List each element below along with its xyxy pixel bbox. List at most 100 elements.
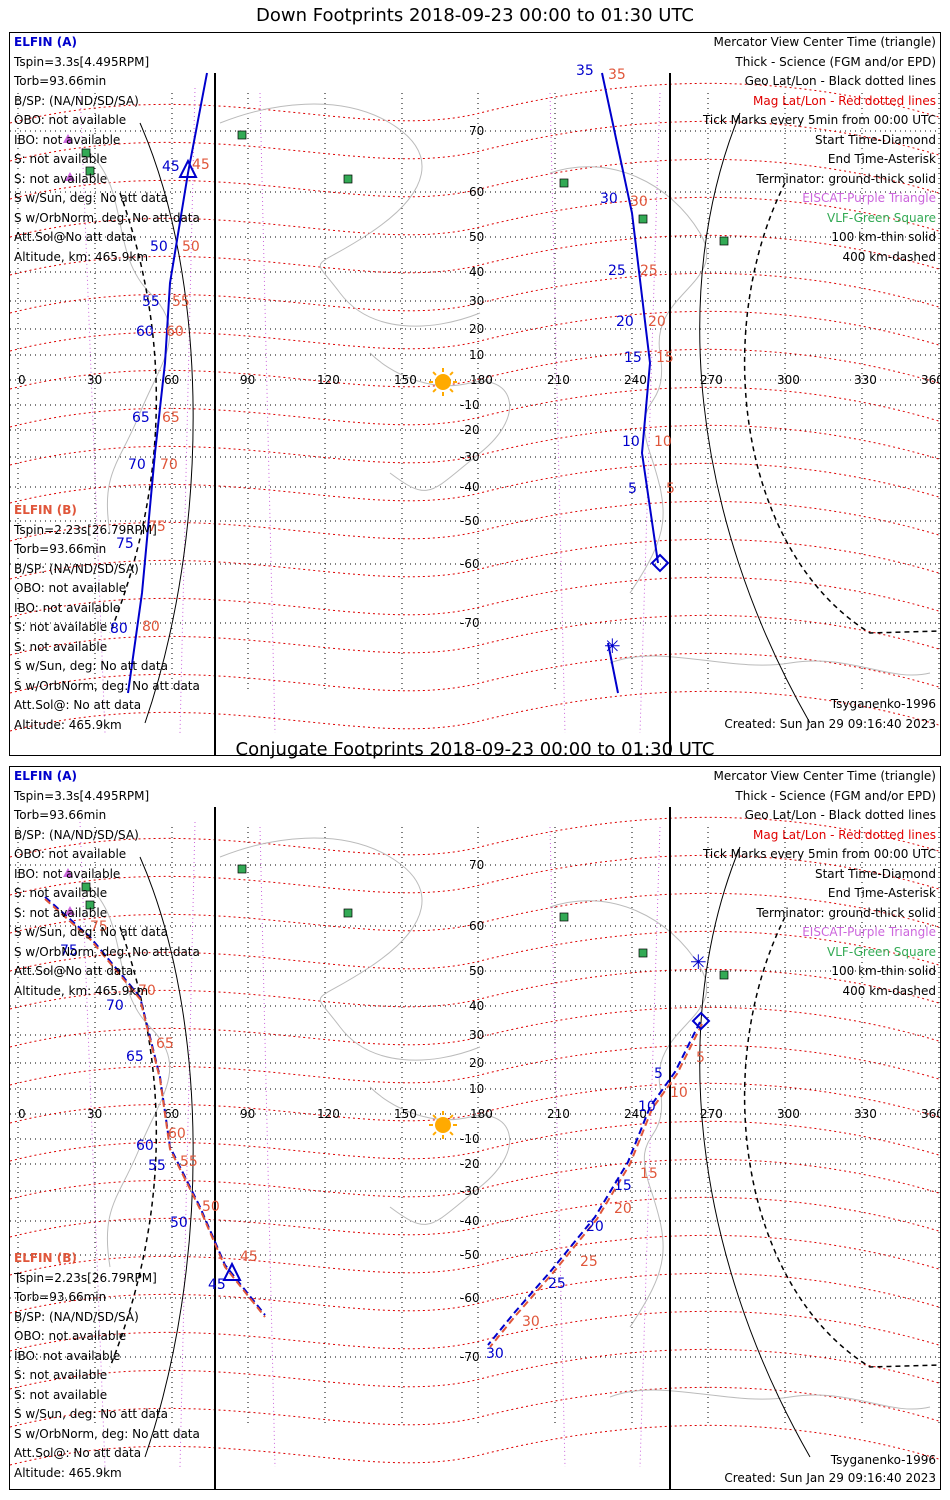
center-time-triangle <box>178 158 198 178</box>
coastline <box>609 655 931 676</box>
lon-tick-label: 60 <box>164 1107 179 1121</box>
end-time-asterisk: ✳ <box>690 950 707 974</box>
track-mark-blue: 30 <box>486 1346 504 1362</box>
legend-item: EISCAT-Purple Triangle <box>802 191 936 205</box>
legend-item: Thick - Science (FGM and/or EPD) <box>735 788 936 803</box>
mag-lon-line <box>639 92 661 734</box>
track-mark-blue: 35 <box>576 63 594 79</box>
lat-tick-label: 40 <box>469 999 484 1013</box>
track-mark-blue: 60 <box>136 1138 154 1154</box>
track-mark-blue: 80 <box>110 621 128 637</box>
elfin-a-header: ELFIN (A) <box>14 35 77 49</box>
coastline <box>609 1389 931 1410</box>
sun-ray <box>449 1131 454 1136</box>
lon-tick-label: 150 <box>394 1107 417 1121</box>
info-line: IBO: not available <box>14 866 121 881</box>
lat-tick-label: 50 <box>469 964 484 978</box>
elfin-b-track-east <box>489 1023 703 1348</box>
lon-tick-label: 0 <box>18 1107 26 1121</box>
created-label: Created: Sun Jan 29 09:16:40 2023 <box>724 717 936 731</box>
lon-tick-label: 30 <box>87 373 102 387</box>
vlf-station-square <box>343 908 353 918</box>
legend-item: Start Time-Diamond <box>814 132 936 147</box>
info-line: Altitude, km: 465.9km <box>14 249 149 264</box>
coastline <box>89 886 171 1268</box>
track-mark-blue: 75 <box>116 536 134 552</box>
info-line: S: not available <box>14 620 108 634</box>
panel-title-down: Down Footprints 2018-09-23 00:00 to 01:3… <box>256 5 694 26</box>
coastline <box>219 837 481 1061</box>
info-line: OBO: not available <box>14 847 127 861</box>
track-mark-blue: 55 <box>148 1158 166 1174</box>
track-mark-red: 25 <box>580 1254 598 1270</box>
track-mark-red: 30 <box>522 1314 540 1330</box>
elfin-a-track-east <box>487 1021 701 1346</box>
track-mark-red: 60 <box>166 324 184 340</box>
info-line: S: not available <box>14 1368 108 1382</box>
vlf-station-square <box>638 214 648 224</box>
track-mark-blue: 15 <box>614 1178 632 1194</box>
info-line: S w/Sun, deg: No att data <box>14 191 168 205</box>
created-label: Created: Sun Jan 29 09:16:40 2023 <box>724 1471 936 1485</box>
track-mark-blue: 5 <box>628 481 637 497</box>
track-mark-blue: 65 <box>126 1049 144 1065</box>
legend-item: Geo Lat/Lon - Black dotted lines <box>744 808 936 822</box>
coastline <box>549 166 708 594</box>
eiscat-triangle <box>65 172 75 181</box>
coastline <box>219 103 481 327</box>
lat-tick-label: -70 <box>460 616 480 630</box>
lat-tick-label: 20 <box>469 322 484 336</box>
track-mark-red: 20 <box>648 314 666 330</box>
info-line: S: not available <box>14 171 108 186</box>
vlf-station-square <box>85 166 95 176</box>
track-mark-red: 5 <box>666 481 675 497</box>
lon-tick-label: 60 <box>164 373 179 387</box>
track-mark-blue: 10 <box>622 434 640 450</box>
elfin-b-info: ELFIN (B) Tspin=2.23s[26.79RPM] Torb=93.… <box>14 1249 200 1483</box>
legend-item: Geo Lat/Lon - Black dotted lines <box>744 74 936 88</box>
elfin-b-header: ELFIN (B) <box>14 1251 77 1265</box>
coastline <box>549 900 708 1328</box>
eiscat-triangle <box>63 868 73 877</box>
vlf-station-square <box>559 912 569 922</box>
track-mark-red: 75 <box>90 919 108 935</box>
info-line: S: not available <box>14 639 108 654</box>
lat-tick-label: -40 <box>460 480 480 494</box>
track-mark-blue: 20 <box>616 314 634 330</box>
legend-item: 400 km-dashed <box>842 249 936 264</box>
vlf-station-square <box>85 900 95 910</box>
terminator-100km <box>139 856 194 1458</box>
track-mark-blue: 45 <box>162 159 180 175</box>
track-mark-red: 70 <box>138 983 156 999</box>
sun-ray <box>449 388 454 393</box>
track-mark-blue: 60 <box>136 324 154 340</box>
terminator-400km <box>109 926 158 1368</box>
track-mark-blue: 25 <box>608 263 626 279</box>
info-line: Altitude: 465.9km <box>14 1465 122 1480</box>
sun-ray <box>432 371 437 376</box>
track-mark-blue: 50 <box>170 1215 188 1231</box>
lat-tick-label: 10 <box>469 348 484 362</box>
track-mark-red: 5 <box>696 1050 705 1066</box>
sun-ray <box>432 1131 437 1136</box>
legend-item: VLF-Green Square <box>827 210 936 225</box>
vlf-station-square <box>237 864 247 874</box>
track-mark-red: 35 <box>608 67 626 83</box>
info-line: S: not available <box>14 886 108 900</box>
legend-item: Terminator: ground-thick solid <box>756 905 936 920</box>
track-mark-red: 55 <box>172 294 190 310</box>
lat-tick-label: 20 <box>469 1056 484 1070</box>
lon-tick-label: 180 <box>470 373 493 387</box>
info-line: S w/OrbNorm, deg: No att data <box>14 210 200 225</box>
legend-item: Tick Marks every 5min from 00:00 UTC <box>702 847 936 861</box>
lat-tick-label: 10 <box>469 1082 484 1096</box>
info-line: S w/OrbNorm, deg: No att data <box>14 678 200 693</box>
sun-icon <box>429 1111 457 1139</box>
legend-item: Mag Lat/Lon - Red dotted lines <box>752 93 936 108</box>
lon-tick-label: 360 <box>921 373 941 387</box>
track-mark-blue: 45 <box>208 1277 226 1293</box>
track-mark-red: 25 <box>640 263 658 279</box>
elfin-a-track-east-end <box>607 642 619 694</box>
track-mark-red: 75 <box>148 519 166 535</box>
eiscat-triangle <box>63 134 73 143</box>
